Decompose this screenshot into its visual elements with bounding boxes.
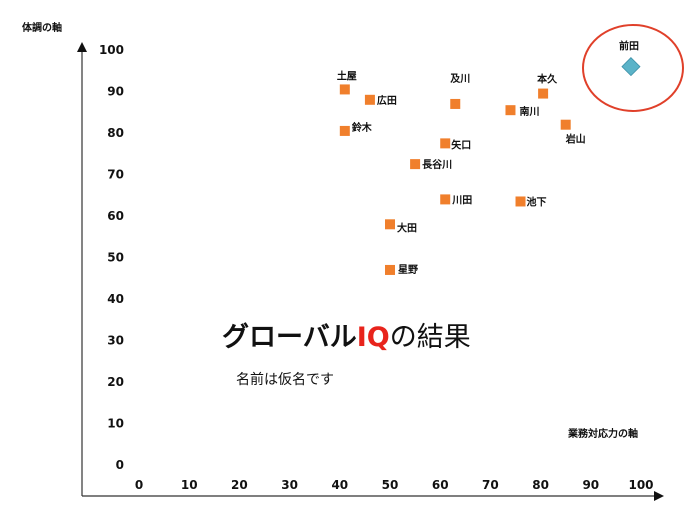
- data-point-square: [515, 196, 526, 207]
- x-tick-label: 40: [331, 478, 348, 492]
- data-point-square: [339, 84, 350, 95]
- y-axis-label: 体調の軸: [22, 21, 62, 34]
- y-tick-label: 60: [107, 209, 124, 223]
- x-axis-arrow: [654, 491, 664, 501]
- data-point-label: 鈴木: [352, 121, 373, 134]
- data-point-square: [440, 194, 451, 205]
- chart-title: グローバルIQの結果: [222, 321, 471, 353]
- x-tick-label: 30: [281, 478, 298, 492]
- data-point-label: 長谷川: [422, 158, 452, 171]
- x-tick-label: 70: [482, 478, 499, 492]
- data-point-label: 本久: [537, 73, 558, 86]
- x-tick-label: 100: [628, 478, 653, 492]
- data-point-square: [560, 119, 571, 130]
- y-tick-label: 90: [107, 85, 124, 99]
- x-tick-label: 80: [532, 478, 549, 492]
- data-point-square: [440, 138, 451, 149]
- y-tick-label: 0: [116, 458, 124, 472]
- x-tick-label: 0: [135, 478, 143, 492]
- title-part-3: の結果: [390, 322, 471, 353]
- x-tick-label: 10: [181, 478, 198, 492]
- data-point-square: [538, 88, 549, 99]
- y-tick-label: 80: [107, 126, 124, 140]
- y-tick-label: 10: [107, 417, 124, 431]
- y-tick-label: 100: [99, 43, 124, 57]
- data-point-label: 矢口: [451, 138, 471, 151]
- data-point-label: 広田: [377, 94, 397, 107]
- data-point-square: [385, 219, 395, 230]
- data-point-square: [364, 94, 375, 105]
- y-tick-label: 50: [107, 251, 124, 265]
- x-tick-label: 20: [231, 478, 248, 492]
- data-point-diamond: [621, 57, 641, 77]
- data-point-label: 岩山: [565, 133, 586, 146]
- data-point-square: [385, 264, 395, 275]
- data-point-label: 星野: [398, 264, 418, 276]
- x-tick-label: 60: [432, 478, 449, 492]
- x-axis-label: 業務対応力の軸: [567, 427, 638, 440]
- data-point-label: 池下: [527, 195, 547, 208]
- data-point-label: 川田: [451, 194, 472, 206]
- title-part-iq: IQ: [357, 322, 390, 353]
- highlight-circle: [582, 24, 684, 112]
- axes: [77, 42, 664, 501]
- data-point-square: [410, 159, 421, 170]
- y-tick-label: 40: [107, 292, 124, 306]
- x-tick-label: 50: [382, 478, 399, 492]
- x-tick-label: 90: [582, 478, 599, 492]
- title-part-1: グローバル: [222, 321, 357, 353]
- y-tick-label: 70: [107, 168, 124, 182]
- data-point-square: [450, 98, 461, 109]
- data-point-label: 土屋: [337, 69, 357, 82]
- x-ticks: 0 10 20 30 40 50 60 70 80 90 100: [135, 478, 654, 492]
- y-tick-label: 20: [107, 375, 124, 389]
- data-point-label: 南川: [519, 105, 539, 118]
- y-axis-arrow: [77, 42, 87, 52]
- y-ticks: 0 10 20 30 40 50 60 70 80 90 100: [99, 43, 124, 472]
- chart-subtitle: 名前は仮名です: [236, 371, 334, 388]
- data-point-label: 大田: [397, 221, 417, 234]
- data-point-label: 前田: [619, 40, 639, 53]
- data-point-square: [505, 105, 516, 116]
- y-tick-label: 30: [107, 334, 124, 348]
- data-point-label: 及川: [450, 73, 470, 85]
- data-point-square: [339, 125, 350, 136]
